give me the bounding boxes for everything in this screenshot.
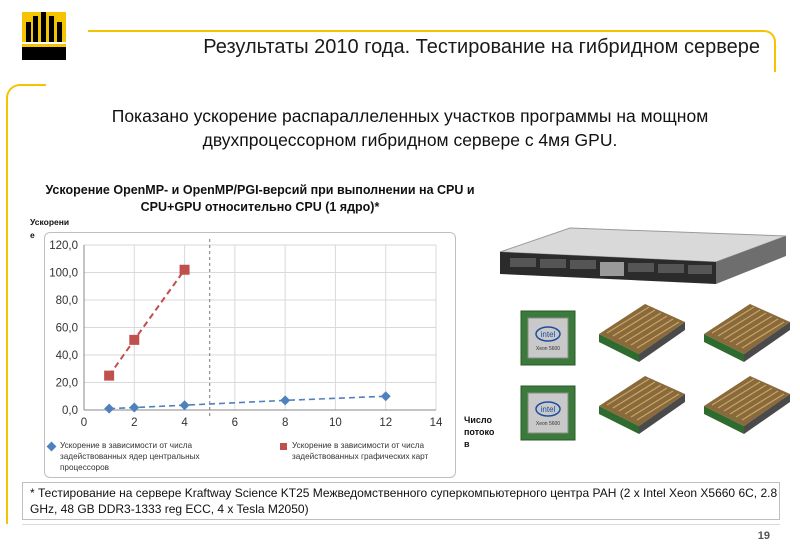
slide-title: Результаты 2010 года. Тестирование на ги… <box>203 36 760 58</box>
series-line-cpu <box>109 395 386 410</box>
y-axis-label: Ускорение <box>30 217 70 240</box>
legend-label-gpu: Ускорение в зависимости от числа задейст… <box>292 441 429 461</box>
y-tick-label: 60,0 <box>56 323 78 335</box>
gpu-card-image <box>704 304 790 362</box>
footnote-frame <box>22 482 780 520</box>
data-point-cpu <box>129 402 140 413</box>
legend-entry-cpu: Ускорение в зависимости от числа задейст… <box>46 440 250 473</box>
series-line-gpu <box>108 269 186 377</box>
data-point-cpu <box>280 395 291 406</box>
left-frame <box>6 84 46 524</box>
company-logo <box>22 12 66 60</box>
server-image <box>499 227 787 284</box>
y-tick-label: 120,0 <box>49 240 78 252</box>
title-frame <box>88 30 776 72</box>
gpu-card-image <box>599 376 685 434</box>
cpu-model-text: Xeon 5600 <box>536 346 560 352</box>
data-point-gpu <box>104 370 115 381</box>
chart-frame <box>44 232 456 478</box>
cpu-brand-text: intel <box>541 405 556 414</box>
cpu-chip-image: intel Xeon 5600 <box>520 385 576 441</box>
legend-entry-gpu: Ускорение в зависимости от числа задейст… <box>280 440 462 462</box>
data-point-cpu <box>380 391 391 402</box>
data-point-cpu <box>104 403 115 414</box>
cpu-chip-image: intel Xeon 5600 <box>520 310 576 366</box>
x-axis-label: Число потоков <box>464 415 495 449</box>
x-tick-label: 10 <box>329 417 342 429</box>
x-tick-label: 8 <box>282 417 288 429</box>
cpu-model-text: Xeon 5600 <box>536 421 560 427</box>
y-tick-label: 100,0 <box>49 268 78 280</box>
y-tick-label: 0,0 <box>62 405 78 417</box>
gpu-card-image <box>704 376 790 434</box>
y-tick-label: 40,0 <box>56 350 78 362</box>
data-point-gpu <box>129 334 140 345</box>
x-tick-label: 14 <box>430 417 443 429</box>
legend-marker-cpu <box>46 441 57 452</box>
x-tick-label: 4 <box>181 417 188 429</box>
y-tick-label: 20,0 <box>56 378 78 390</box>
footnote: * Тестирование на сервере Kraftway Scien… <box>30 486 778 516</box>
legend-marker-gpu <box>280 443 287 450</box>
cpu-brand-text: intel <box>541 330 556 339</box>
intro-text: Показано ускорение распараллеленных учас… <box>111 106 709 150</box>
data-point-cpu <box>179 400 190 411</box>
chart-title: Ускорение OpenMP- и OpenMP/PGI-версий пр… <box>45 183 475 214</box>
x-tick-label: 6 <box>232 417 238 429</box>
x-tick-label: 12 <box>379 417 392 429</box>
bottom-divider <box>22 524 780 525</box>
gpu-card-image <box>599 304 685 362</box>
legend-label-cpu: Ускорение в зависимости от числа задейст… <box>60 441 200 472</box>
data-point-gpu <box>179 264 190 275</box>
speedup-chart: 0,0 20,0 40,0 60,0 80,0 100,0 120,0 0 2 4 6 8 10 12 14 <box>49 239 443 429</box>
page-number: 19 <box>757 530 770 542</box>
y-tick-label: 80,0 <box>56 295 78 307</box>
x-tick-label: 0 <box>81 417 87 429</box>
x-tick-label: 2 <box>131 417 137 429</box>
